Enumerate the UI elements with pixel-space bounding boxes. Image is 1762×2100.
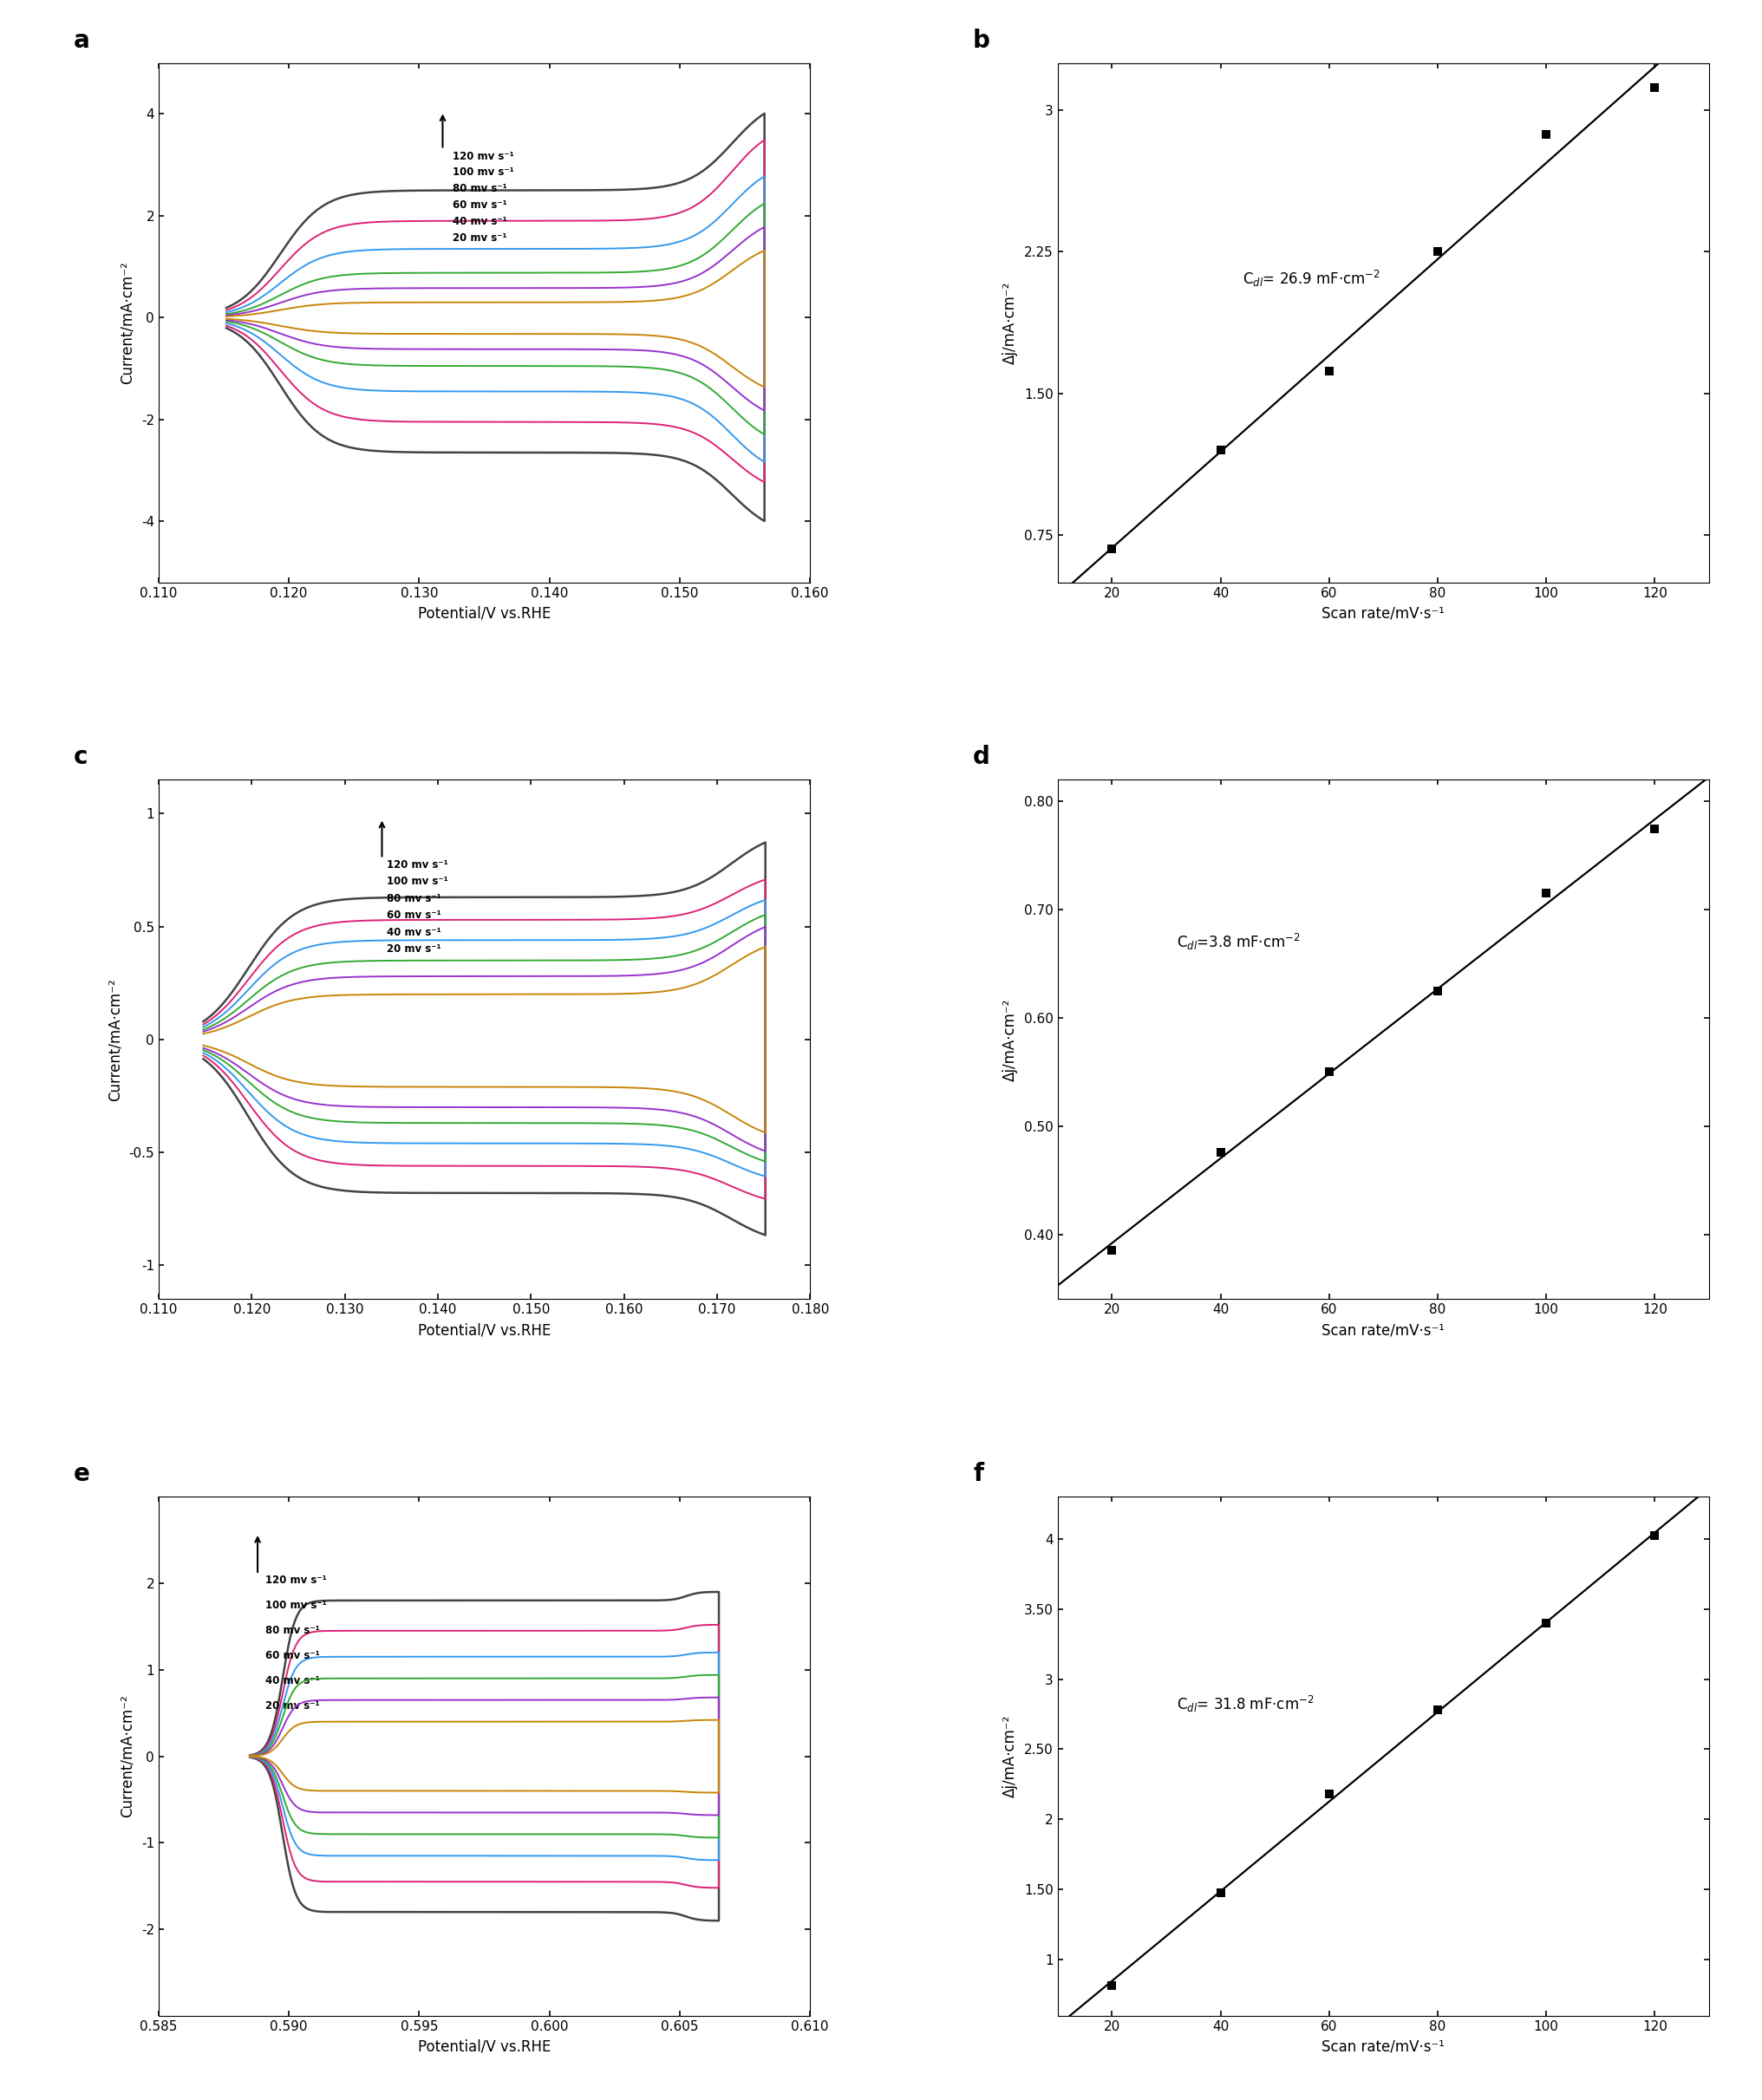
Text: 40 mv s⁻¹: 40 mv s⁻¹ — [453, 216, 507, 227]
Text: 20 mv s⁻¹: 20 mv s⁻¹ — [453, 233, 507, 244]
Text: 80 mv s⁻¹: 80 mv s⁻¹ — [386, 892, 440, 903]
Text: 120 mv s⁻¹: 120 mv s⁻¹ — [453, 151, 515, 162]
Text: 120 mv s⁻¹: 120 mv s⁻¹ — [386, 859, 448, 869]
Text: 80 mv s⁻¹: 80 mv s⁻¹ — [266, 1625, 321, 1636]
Text: d: d — [973, 746, 990, 769]
Text: C$_{dl}$= 31.8 mF·cm$^{-2}$: C$_{dl}$= 31.8 mF·cm$^{-2}$ — [1177, 1695, 1314, 1714]
Text: 60 mv s⁻¹: 60 mv s⁻¹ — [266, 1651, 321, 1661]
Y-axis label: Δj/mA·cm⁻²: Δj/mA·cm⁻² — [1003, 1716, 1018, 1798]
X-axis label: Scan rate/mV·s⁻¹: Scan rate/mV·s⁻¹ — [1322, 2039, 1445, 2054]
Text: C$_{dl}$=3.8 mF·cm$^{-2}$: C$_{dl}$=3.8 mF·cm$^{-2}$ — [1177, 932, 1300, 951]
Text: 60 mv s⁻¹: 60 mv s⁻¹ — [453, 200, 507, 210]
Text: 40 mv s⁻¹: 40 mv s⁻¹ — [386, 926, 440, 939]
Y-axis label: Current/mA·cm⁻²: Current/mA·cm⁻² — [120, 260, 136, 384]
Y-axis label: Δj/mA·cm⁻²: Δj/mA·cm⁻² — [1003, 998, 1018, 1082]
Text: b: b — [973, 27, 990, 52]
Text: e: e — [74, 1462, 90, 1487]
X-axis label: Potential/V vs.RHE: Potential/V vs.RHE — [418, 1323, 552, 1338]
X-axis label: Scan rate/mV·s⁻¹: Scan rate/mV·s⁻¹ — [1322, 1323, 1445, 1338]
Text: 100 mv s⁻¹: 100 mv s⁻¹ — [386, 876, 448, 886]
Text: 20 mv s⁻¹: 20 mv s⁻¹ — [386, 943, 440, 956]
Text: 100 mv s⁻¹: 100 mv s⁻¹ — [453, 166, 515, 178]
Text: 40 mv s⁻¹: 40 mv s⁻¹ — [266, 1676, 321, 1686]
Text: C$_{dl}$= 26.9 mF·cm$^{-2}$: C$_{dl}$= 26.9 mF·cm$^{-2}$ — [1242, 269, 1380, 288]
Text: c: c — [74, 746, 88, 769]
Text: a: a — [74, 27, 90, 52]
Text: 60 mv s⁻¹: 60 mv s⁻¹ — [386, 909, 440, 922]
Text: f: f — [973, 1462, 983, 1487]
Y-axis label: Current/mA·cm⁻²: Current/mA·cm⁻² — [107, 979, 123, 1100]
X-axis label: Potential/V vs.RHE: Potential/V vs.RHE — [418, 605, 552, 622]
X-axis label: Potential/V vs.RHE: Potential/V vs.RHE — [418, 2039, 552, 2054]
Text: 120 mv s⁻¹: 120 mv s⁻¹ — [266, 1575, 326, 1586]
Y-axis label: Δj/mA·cm⁻²: Δj/mA·cm⁻² — [1003, 281, 1018, 363]
Text: 80 mv s⁻¹: 80 mv s⁻¹ — [453, 183, 507, 195]
Y-axis label: Current/mA·cm⁻²: Current/mA·cm⁻² — [120, 1695, 136, 1819]
Text: 100 mv s⁻¹: 100 mv s⁻¹ — [266, 1600, 326, 1611]
Text: 20 mv s⁻¹: 20 mv s⁻¹ — [266, 1701, 319, 1711]
X-axis label: Scan rate/mV·s⁻¹: Scan rate/mV·s⁻¹ — [1322, 605, 1445, 622]
